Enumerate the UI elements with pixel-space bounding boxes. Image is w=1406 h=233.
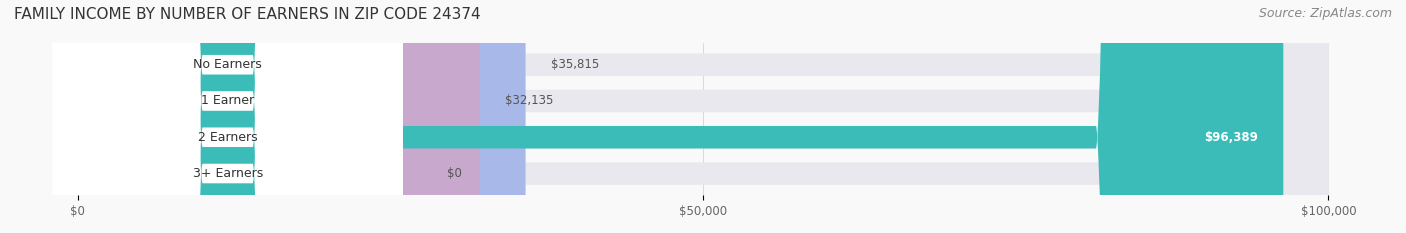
Text: $35,815: $35,815: [551, 58, 599, 71]
FancyBboxPatch shape: [77, 0, 1329, 233]
FancyBboxPatch shape: [77, 0, 1284, 233]
Text: 2 Earners: 2 Earners: [198, 131, 257, 144]
Text: No Earners: No Earners: [193, 58, 262, 71]
FancyBboxPatch shape: [52, 0, 402, 233]
FancyBboxPatch shape: [52, 0, 402, 233]
FancyBboxPatch shape: [77, 0, 1329, 233]
FancyBboxPatch shape: [77, 0, 479, 233]
FancyBboxPatch shape: [77, 0, 1329, 233]
FancyBboxPatch shape: [52, 0, 402, 233]
Text: $0: $0: [447, 167, 461, 180]
Text: $32,135: $32,135: [505, 95, 553, 107]
Text: FAMILY INCOME BY NUMBER OF EARNERS IN ZIP CODE 24374: FAMILY INCOME BY NUMBER OF EARNERS IN ZI…: [14, 7, 481, 22]
FancyBboxPatch shape: [77, 0, 526, 233]
FancyBboxPatch shape: [77, 0, 1329, 233]
Text: Source: ZipAtlas.com: Source: ZipAtlas.com: [1258, 7, 1392, 20]
Text: $96,389: $96,389: [1205, 131, 1258, 144]
Text: 3+ Earners: 3+ Earners: [193, 167, 263, 180]
Text: 1 Earner: 1 Earner: [201, 95, 254, 107]
FancyBboxPatch shape: [52, 0, 402, 233]
